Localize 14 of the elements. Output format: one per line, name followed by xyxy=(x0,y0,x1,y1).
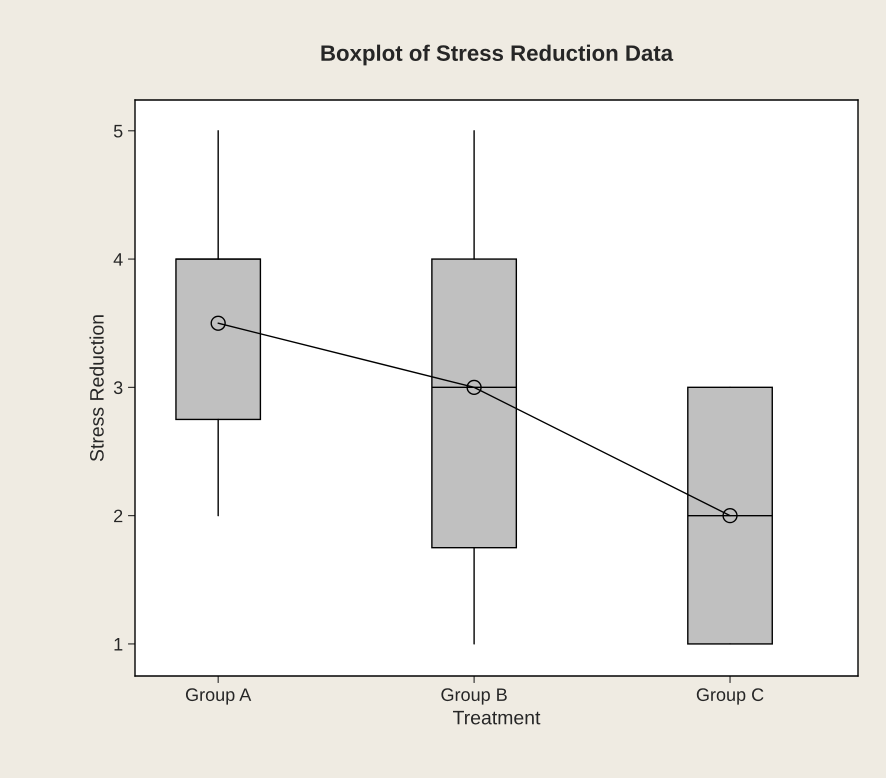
y-axis-title: Stress Reduction xyxy=(89,315,104,462)
chart-title: Boxplot of Stress Reduction Data xyxy=(321,44,674,66)
x-axis-title: Treatment xyxy=(453,710,540,724)
y-tick-label: 1 xyxy=(114,638,122,650)
point xyxy=(466,380,482,395)
x-tick-label: Group B xyxy=(441,688,507,705)
point xyxy=(722,508,738,524)
x-tick-label: Group C xyxy=(696,688,764,705)
y-tick-label: 5 xyxy=(114,124,122,138)
y-tick-label: 2 xyxy=(114,510,122,522)
point xyxy=(210,316,226,331)
x-tick-label: Group A xyxy=(186,688,252,705)
y-tick-label: 4 xyxy=(114,253,123,266)
y-tick-label: 3 xyxy=(114,381,122,394)
